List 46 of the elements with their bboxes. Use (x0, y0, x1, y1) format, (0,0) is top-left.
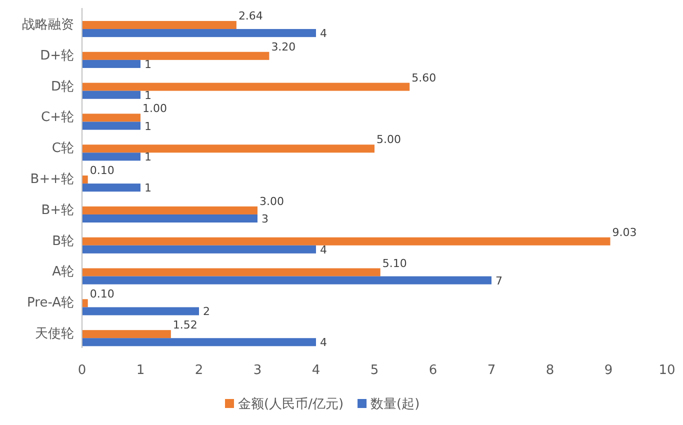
data-label: 1.52 (172, 318, 198, 332)
x-tick-label: 6 (428, 363, 438, 378)
data-label: 4 (320, 27, 327, 40)
y-tick-label: D轮 (50, 79, 74, 94)
legend-label: 数量(起) (370, 397, 420, 412)
data-label: 1 (144, 150, 152, 164)
x-tick-label: 4 (312, 363, 320, 378)
data-label: 1 (144, 88, 152, 102)
x-tick-label: 1 (136, 363, 145, 378)
data-label: 3.20 (271, 40, 296, 54)
y-tick-label: A轮 (52, 264, 74, 280)
x-tick-label: 2 (194, 363, 204, 378)
y-tick-label: 天使轮 (35, 326, 74, 342)
y-tick-label: C+轮 (41, 110, 74, 126)
data-label: 3.00 (260, 194, 284, 208)
x-tick-label: 5 (370, 363, 379, 378)
data-label: 5.00 (376, 133, 401, 146)
y-tick-label: Pre-A轮 (27, 296, 74, 311)
x-tick-label: 10 (658, 363, 676, 378)
x-tick-label: 0 (78, 363, 86, 378)
data-label: 1 (144, 182, 152, 195)
x-tick-label: 3 (253, 363, 262, 378)
y-tick-label: B+轮 (41, 202, 74, 218)
data-label: 7 (496, 274, 502, 288)
y-tick-label: D+轮 (40, 48, 74, 64)
data-label: 5.10 (382, 256, 407, 270)
y-tick-label: C轮 (52, 141, 74, 156)
data-label: 2 (203, 305, 210, 318)
x-tick-label: 7 (487, 363, 496, 378)
data-label: 1 (144, 58, 152, 71)
data-label: 0.10 (90, 288, 114, 301)
x-tick-label: 9 (604, 363, 613, 378)
data-label: 2.64 (238, 9, 263, 22)
data-label: 3 (262, 212, 268, 226)
data-label: 4 (320, 336, 327, 350)
legend-label: 金额(人民币/亿元) (238, 397, 344, 412)
data-label: 5.60 (412, 71, 436, 84)
data-label: 4 (320, 243, 327, 256)
y-tick-label: B++轮 (30, 172, 74, 187)
data-label: 1 (144, 120, 152, 133)
data-label: 0.10 (90, 164, 114, 178)
data-label: 9.03 (612, 226, 637, 239)
y-tick-label: 战略融资 (22, 17, 74, 32)
data-label: 1.00 (142, 102, 167, 116)
x-tick-label: 8 (546, 363, 554, 378)
y-tick-label: B轮 (52, 234, 74, 249)
